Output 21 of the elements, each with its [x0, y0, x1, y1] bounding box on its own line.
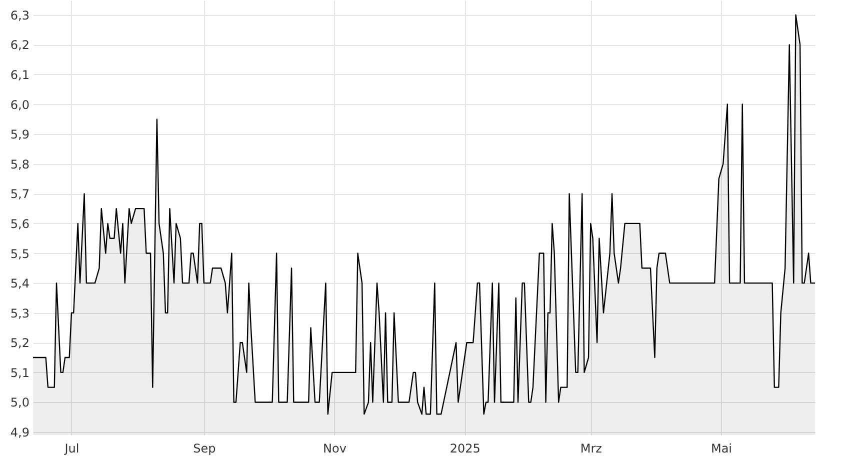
y-tick-label: 5,3 [10, 306, 30, 320]
y-tick-label: 5,0 [10, 396, 30, 410]
y-tick-label: 5,7 [10, 187, 30, 202]
y-tick-label: 6,3 [10, 8, 30, 22]
x-tick-label: Mrz [580, 442, 602, 456]
y-tick-label: 6,0 [10, 98, 30, 112]
y-tick-label: 4,9 [10, 426, 30, 440]
y-tick-label: 5,9 [10, 128, 30, 142]
x-tick-label: 2025 [450, 442, 480, 456]
y-tick-label: 5,1 [10, 366, 30, 380]
y-tick-label: 5,5 [10, 246, 30, 261]
y-tick-label: 5,6 [10, 216, 30, 231]
y-tick-label: 6,1 [10, 68, 30, 82]
y-tick-label: 5,8 [10, 157, 30, 172]
x-tick-label: Sep [193, 442, 216, 456]
y-tick-label: 5,4 [10, 276, 30, 291]
y-tick-label: 5,2 [10, 336, 30, 350]
x-tick-label: Mai [710, 442, 732, 456]
x-tick-label: Jul [64, 442, 80, 456]
x-tick-label: Nov [323, 442, 346, 456]
y-tick-label: 6,2 [10, 38, 30, 52]
